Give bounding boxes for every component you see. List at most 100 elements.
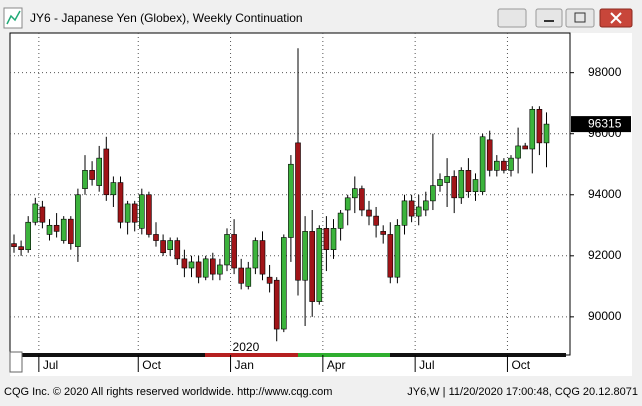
candle-body (68, 218, 74, 244)
candle-body (259, 240, 266, 275)
restore-button[interactable] (565, 8, 595, 28)
candle-body (160, 240, 166, 254)
candle-body (501, 160, 507, 171)
x-tick-label: Oct (511, 358, 530, 372)
candle-body (18, 246, 24, 251)
candle-body (124, 203, 131, 223)
candle-body (309, 231, 316, 302)
app-icon-glyph (6, 10, 21, 25)
candle-body (75, 194, 81, 247)
candle-body (479, 136, 486, 193)
candle-body (210, 258, 216, 275)
candle-body (493, 160, 500, 171)
close-glyph (610, 12, 622, 24)
x-tick-label: Apr (327, 358, 346, 372)
candle-body (181, 258, 188, 269)
candle-body (167, 240, 173, 251)
candle-body (394, 224, 401, 278)
y-tick-label: 90000 (588, 309, 622, 323)
y-tick-label: 98000 (588, 65, 622, 79)
candle-body (522, 145, 529, 150)
candle-body (437, 179, 443, 186)
candle-body (46, 224, 53, 235)
candle-body (458, 170, 465, 199)
candle-body (366, 209, 372, 217)
candle-body (280, 237, 287, 330)
candle-body (359, 188, 365, 211)
candle-body (25, 221, 32, 251)
candle-body (536, 109, 543, 144)
link-button[interactable] (497, 8, 527, 28)
candle-body (451, 176, 458, 199)
x-tick-label: Jul (419, 358, 434, 372)
restore-glyph (574, 12, 586, 23)
x-tick-label: Jul (43, 358, 58, 372)
candle-body (444, 176, 450, 183)
candle-body (508, 157, 514, 171)
timeline-bar-green (298, 353, 390, 357)
candle-body (288, 163, 294, 238)
candle-body (32, 203, 39, 223)
candle-body (387, 234, 394, 278)
candle-body (472, 179, 479, 193)
candle-body (295, 142, 301, 281)
x-tick-label: Oct (142, 358, 161, 372)
candle-body (117, 182, 124, 223)
candle-body (11, 243, 17, 247)
candle-body (53, 224, 60, 232)
y-tick-label: 94000 (588, 187, 622, 201)
candle-body (231, 234, 237, 269)
window-title: JY6 - Japanese Yen (Globex), Weekly Cont… (30, 11, 303, 25)
candle-body (344, 197, 351, 211)
candle-body (60, 218, 67, 241)
candle-body (110, 182, 117, 196)
candle-body (238, 267, 244, 284)
candle-body (96, 157, 102, 186)
candle-body (202, 258, 209, 278)
candle-body (174, 240, 181, 260)
candle-body (323, 228, 330, 251)
candle-body (515, 145, 521, 159)
candle-body (486, 139, 493, 171)
candle-body (380, 231, 387, 235)
candle-body (330, 228, 337, 251)
candle-body (529, 109, 536, 150)
last-price-label: 96315 (588, 116, 622, 130)
candle-body (252, 240, 259, 269)
candle-body (273, 279, 280, 330)
footer-left: CQG Inc. © 2020 All rights reserved worl… (4, 386, 332, 398)
candle-body (82, 170, 88, 189)
candle-body (153, 234, 159, 241)
y-tick-label: 92000 (588, 248, 622, 262)
candle-body (224, 234, 230, 266)
candle-body (316, 228, 323, 302)
candle-body (337, 212, 344, 229)
candle-body (430, 185, 436, 202)
year-annotation: 2020 (233, 340, 260, 354)
minimize-button[interactable] (535, 8, 563, 28)
timeline-bar-red (205, 353, 298, 357)
scroll-handle[interactable] (9, 351, 23, 373)
candle-body (217, 264, 223, 275)
candle-body (103, 148, 110, 196)
candle-body (39, 206, 46, 223)
candle-body (188, 261, 195, 269)
last-price-box (571, 116, 631, 133)
footer-right: JY6,W | 11/20/2020 17:00:48, CQG 20.12.8… (407, 386, 638, 398)
candle-body (465, 170, 472, 193)
candle-body (408, 200, 415, 217)
candle-body (131, 203, 138, 223)
candle-body (146, 194, 152, 235)
candle-body (543, 123, 550, 144)
candle-body (415, 206, 422, 217)
candle-body (139, 194, 145, 229)
candle-body (401, 200, 408, 226)
candle-body (245, 267, 252, 287)
candle-body (89, 170, 95, 180)
candle-body (266, 276, 273, 284)
candle-body (422, 200, 429, 211)
candle-body (373, 215, 379, 226)
candle-body (195, 261, 202, 278)
